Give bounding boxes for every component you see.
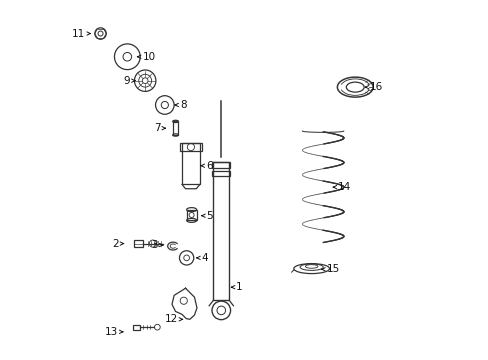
Text: 4: 4 — [201, 253, 208, 263]
Text: 5: 5 — [206, 211, 213, 221]
Text: 7: 7 — [154, 123, 160, 133]
Text: 1: 1 — [236, 282, 243, 292]
Text: 11: 11 — [72, 28, 85, 39]
Text: 16: 16 — [369, 82, 383, 92]
Bar — [182, 143, 200, 184]
Bar — [134, 240, 143, 247]
Bar — [186, 210, 196, 220]
Text: 12: 12 — [164, 314, 177, 324]
Bar — [212, 171, 230, 176]
Text: 10: 10 — [142, 52, 155, 62]
Text: 14: 14 — [337, 182, 350, 192]
Text: 8: 8 — [180, 100, 186, 110]
Bar — [213, 162, 229, 300]
Text: 13: 13 — [104, 327, 118, 337]
Bar — [172, 121, 178, 135]
Text: 2: 2 — [112, 239, 119, 249]
Bar — [180, 143, 201, 151]
Text: 9: 9 — [123, 76, 130, 86]
Bar — [133, 325, 140, 330]
Text: 6: 6 — [205, 161, 212, 171]
Text: 3: 3 — [151, 240, 158, 250]
Text: 15: 15 — [326, 264, 339, 274]
Bar — [212, 162, 230, 168]
